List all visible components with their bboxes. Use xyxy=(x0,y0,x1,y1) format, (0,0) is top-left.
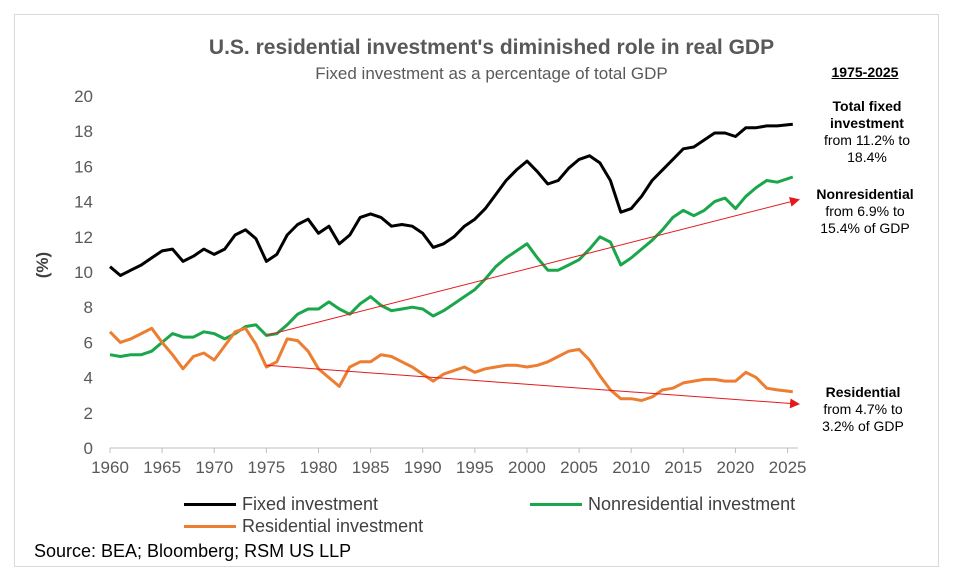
x-tick-label: 2015 xyxy=(664,458,702,477)
x-tick-label: 2010 xyxy=(612,458,650,477)
nonresidential-annotation: Nonresidential from 6.9% to 15.4% of GDP xyxy=(806,186,924,237)
x-tick-label: 2025 xyxy=(769,458,807,477)
x-tick-label: 1995 xyxy=(456,458,494,477)
chart-subtitle: Fixed investment as a percentage of tota… xyxy=(315,64,668,83)
y-tick-label: 14 xyxy=(74,193,93,212)
chart-frame xyxy=(14,14,939,567)
nonresidential-trend-arrow xyxy=(266,196,800,336)
y-tick-label: 20 xyxy=(74,87,93,106)
source-note: Source: BEA; Bloomberg; RSM US LLP xyxy=(34,541,352,561)
x-tick-label: 1960 xyxy=(91,458,129,477)
residential-investmentseries-line xyxy=(108,326,793,402)
y-tick-label: 18 xyxy=(74,122,93,141)
x-tick-label: 2020 xyxy=(717,458,755,477)
legend-swatch-residential xyxy=(184,525,236,528)
residential-trend-arrow xyxy=(266,364,800,409)
x-tick-label: 1965 xyxy=(143,458,181,477)
y-tick-label: 10 xyxy=(74,263,93,282)
x-tick-label: 1990 xyxy=(404,458,442,477)
residential-text: from 4.7% to 3.2% of GDP xyxy=(822,401,904,434)
y-tick-label: 12 xyxy=(74,228,93,247)
chart-title: U.S. residential investment's diminished… xyxy=(208,36,775,59)
legend-swatch-nonresidential xyxy=(530,503,582,506)
total-fixed-annotation: Total fixed investment from 11.2% to 18.… xyxy=(812,98,922,166)
y-tick-label: 16 xyxy=(74,157,93,176)
residential-title: Residential xyxy=(825,384,901,400)
x-tick-label: 1970 xyxy=(195,458,233,477)
legend-nonresidential: Nonresidential investment xyxy=(530,494,795,515)
y-tick-label: 4 xyxy=(84,369,93,388)
legend-label-nonresidential: Nonresidential investment xyxy=(588,494,796,514)
y-tick-label: 8 xyxy=(84,298,93,317)
residential-annotation: Residential from 4.7% to 3.2% of GDP xyxy=(808,384,918,435)
period-label: 1975-2025 xyxy=(831,64,899,80)
y-tick-label: 2 xyxy=(84,404,93,423)
total-fixed-title: Total fixed investment xyxy=(830,98,904,131)
legend-residential: Residential investment xyxy=(184,516,423,537)
x-tick-label: 1980 xyxy=(300,458,338,477)
total-fixed-text: from 11.2% to 18.4% xyxy=(823,132,911,165)
y-tick-label: 6 xyxy=(84,333,93,352)
legend-fixed: Fixed investment xyxy=(184,494,378,515)
x-tick-label: 1975 xyxy=(247,458,285,477)
nonresidential-investmentseries-line xyxy=(109,175,794,358)
x-tick-label: 2005 xyxy=(560,458,598,477)
nonresidential-title: Nonresidential xyxy=(816,186,914,202)
y-tick-label: 0 xyxy=(84,439,93,458)
x-tick-label: 2000 xyxy=(508,458,546,477)
legend-swatch-fixed xyxy=(184,503,236,506)
legend-label-residential: Residential investment xyxy=(242,516,424,536)
legend-label-fixed: Fixed investment xyxy=(242,494,379,514)
fixed-investmentseries-line xyxy=(109,122,793,277)
x-tick-label: 1985 xyxy=(352,458,390,477)
nonresidential-text: from 6.9% to 15.4% of GDP xyxy=(820,203,910,236)
